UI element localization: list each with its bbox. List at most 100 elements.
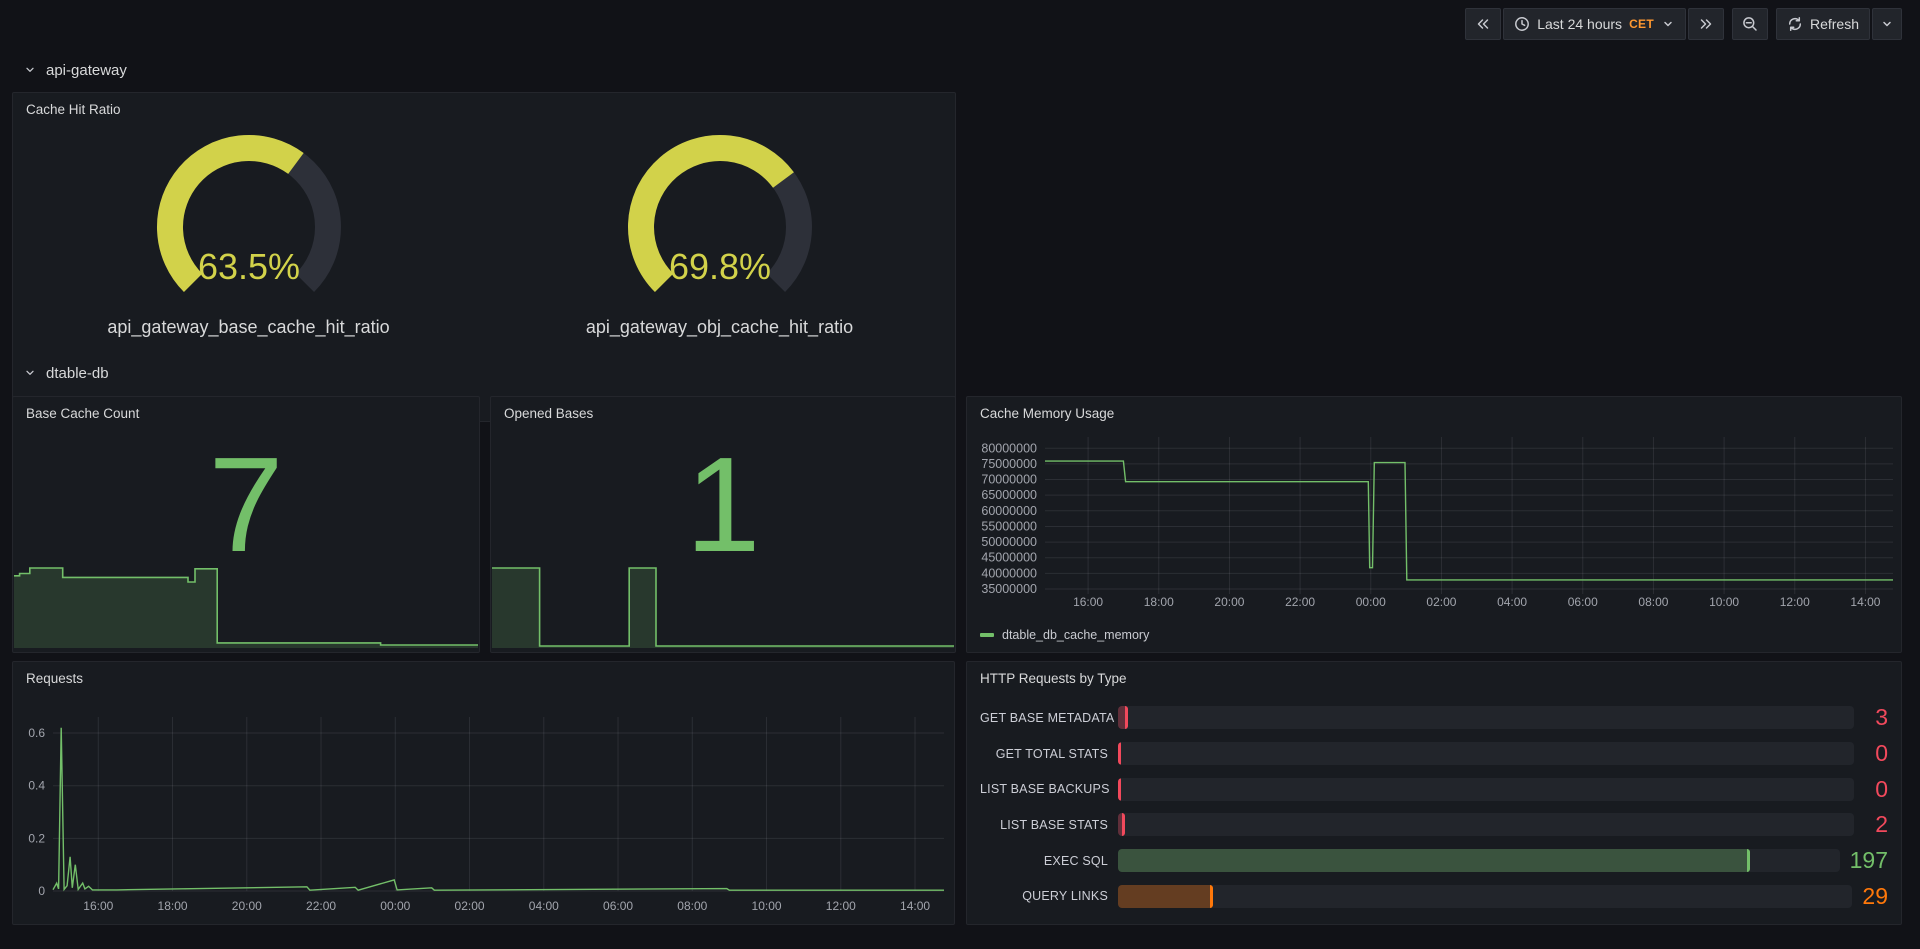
- gauge-row: 63.5% api_gateway_base_cache_hit_ratio 6…: [13, 131, 955, 338]
- row-title: api-gateway: [46, 62, 127, 79]
- svg-text:45000000: 45000000: [981, 551, 1037, 565]
- bar-gauge-row: GET TOTAL STATS0: [980, 736, 1888, 772]
- svg-text:16:00: 16:00: [1073, 595, 1103, 609]
- time-range-picker[interactable]: Last 24 hours CET: [1503, 8, 1686, 40]
- bar-gauge-track: [1118, 813, 1854, 836]
- svg-text:60000000: 60000000: [981, 504, 1037, 518]
- bar-gauge-fill: [1118, 849, 1750, 872]
- panel-cache-hit-ratio: Cache Hit Ratio 63.5% api_gateway_base_c…: [12, 92, 956, 422]
- gauge-arc[interactable]: 63.5%: [139, 131, 359, 301]
- svg-text:80000000: 80000000: [981, 441, 1037, 455]
- bar-gauge-value: 3: [1854, 704, 1888, 731]
- panel-title[interactable]: Opened Bases: [504, 406, 593, 421]
- bar-gauge-fill: [1118, 778, 1121, 801]
- time-range-group: Last 24 hours CET: [1465, 8, 1724, 40]
- refresh-group: Refresh: [1776, 8, 1902, 40]
- svg-text:00:00: 00:00: [1356, 595, 1386, 609]
- svg-text:22:00: 22:00: [1285, 595, 1315, 609]
- time-shift-back-button[interactable]: [1465, 8, 1501, 40]
- bar-gauge-track: [1118, 778, 1854, 801]
- grafana-dashboard: Last 24 hours CET Refresh: [0, 0, 1920, 949]
- bar-gauge-track: [1118, 849, 1840, 872]
- double-chevron-right-icon: [1698, 16, 1714, 32]
- svg-text:08:00: 08:00: [1638, 595, 1668, 609]
- bar-gauge-label: EXEC SQL: [980, 854, 1118, 868]
- svg-text:04:00: 04:00: [1497, 595, 1527, 609]
- svg-text:06:00: 06:00: [1568, 595, 1598, 609]
- bar-gauge-label: LIST BASE STATS: [980, 818, 1118, 832]
- bar-gauge-value: 29: [1852, 883, 1888, 910]
- svg-text:06:00: 06:00: [603, 899, 633, 913]
- svg-text:22:00: 22:00: [306, 899, 336, 913]
- clock-icon: [1514, 16, 1530, 32]
- svg-text:02:00: 02:00: [455, 899, 485, 913]
- svg-text:02:00: 02:00: [1426, 595, 1456, 609]
- http-requests-rows: GET BASE METADATA3GET TOTAL STATS0LIST B…: [980, 700, 1888, 914]
- refresh-label: Refresh: [1810, 16, 1859, 32]
- requests-chart[interactable]: 00.20.40.616:0018:0020:0022:0000:0002:00…: [13, 662, 956, 926]
- gauge-label: api_gateway_base_cache_hit_ratio: [107, 317, 389, 338]
- svg-text:55000000: 55000000: [981, 519, 1037, 533]
- svg-text:63.5%: 63.5%: [197, 246, 299, 287]
- svg-text:0.4: 0.4: [28, 779, 45, 793]
- refresh-button[interactable]: Refresh: [1776, 8, 1870, 40]
- bar-gauge-fill: [1118, 813, 1125, 836]
- double-chevron-left-icon: [1475, 16, 1491, 32]
- chevron-down-icon: [1880, 17, 1894, 31]
- bar-gauge-row: EXEC SQL197: [980, 843, 1888, 879]
- svg-text:35000000: 35000000: [981, 582, 1037, 596]
- svg-text:0: 0: [38, 884, 45, 898]
- svg-text:20:00: 20:00: [232, 899, 262, 913]
- legend-label: dtable_db_cache_memory: [1002, 628, 1149, 642]
- cache-memory-chart[interactable]: 3500000040000000450000005000000055000000…: [967, 397, 1903, 654]
- panel-title[interactable]: HTTP Requests by Type: [980, 671, 1127, 686]
- panel-opened-bases: Opened Bases 1: [490, 396, 956, 653]
- legend-item-dtable-db-cache-memory[interactable]: dtable_db_cache_memory: [980, 628, 1149, 642]
- panel-title[interactable]: Base Cache Count: [26, 406, 139, 421]
- panel-requests: Requests 00.20.40.616:0018:0020:0022:000…: [12, 661, 955, 925]
- chevron-down-icon: [24, 64, 36, 76]
- bar-gauge-row: QUERY LINKS 29: [980, 878, 1888, 914]
- svg-text:40000000: 40000000: [981, 566, 1037, 580]
- bar-gauge-label: QUERY LINKS: [980, 889, 1118, 903]
- gauge-arc[interactable]: 69.8%: [610, 131, 830, 301]
- gauge-label: api_gateway_obj_cache_hit_ratio: [586, 317, 853, 338]
- panel-base-cache-count: Base Cache Count 7: [12, 396, 480, 653]
- svg-text:0.2: 0.2: [28, 831, 45, 845]
- refresh-interval-dropdown[interactable]: [1872, 8, 1902, 40]
- bar-gauge-label: GET TOTAL STATS: [980, 747, 1118, 761]
- gauge-obj-cache-hit-ratio: 69.8% api_gateway_obj_cache_hit_ratio: [484, 131, 955, 338]
- svg-text:20:00: 20:00: [1214, 595, 1244, 609]
- row-title: dtable-db: [46, 365, 109, 382]
- svg-text:12:00: 12:00: [826, 899, 856, 913]
- panel-title[interactable]: Cache Hit Ratio: [26, 102, 121, 117]
- row-header-api-gateway[interactable]: api-gateway: [24, 58, 127, 82]
- svg-text:00:00: 00:00: [380, 899, 410, 913]
- gauge-base-cache-hit-ratio: 63.5% api_gateway_base_cache_hit_ratio: [13, 131, 484, 338]
- bar-gauge-fill: [1118, 885, 1213, 908]
- svg-text:14:00: 14:00: [900, 899, 930, 913]
- svg-text:08:00: 08:00: [677, 899, 707, 913]
- panel-http-requests-by-type: HTTP Requests by Type GET BASE METADATA 3…: [966, 661, 1902, 925]
- svg-text:18:00: 18:00: [158, 899, 188, 913]
- chevron-down-icon: [24, 367, 36, 379]
- bar-gauge-track: [1118, 706, 1854, 729]
- bar-gauge-fill: [1118, 742, 1121, 765]
- stat-value: 7: [13, 442, 479, 567]
- bar-gauge-track: [1118, 885, 1852, 908]
- timezone-label: CET: [1629, 17, 1654, 31]
- refresh-icon: [1787, 16, 1803, 32]
- bar-gauge-value: 2: [1854, 811, 1888, 838]
- chevron-down-icon: [1661, 17, 1675, 31]
- time-shift-forward-button[interactable]: [1688, 8, 1724, 40]
- stat-sparkline[interactable]: [492, 564, 954, 650]
- svg-text:18:00: 18:00: [1144, 595, 1174, 609]
- bar-gauge-label: GET BASE METADATA: [980, 711, 1118, 725]
- stat-sparkline[interactable]: [14, 564, 478, 650]
- svg-text:10:00: 10:00: [752, 899, 782, 913]
- bar-gauge-row: LIST BASE BACKUPS0: [980, 771, 1888, 807]
- zoom-out-button[interactable]: [1732, 8, 1768, 40]
- bar-gauge-row: LIST BASE STATS 2: [980, 807, 1888, 843]
- bar-gauge-label: LIST BASE BACKUPS: [980, 782, 1118, 796]
- row-header-dtable-db[interactable]: dtable-db: [24, 361, 109, 385]
